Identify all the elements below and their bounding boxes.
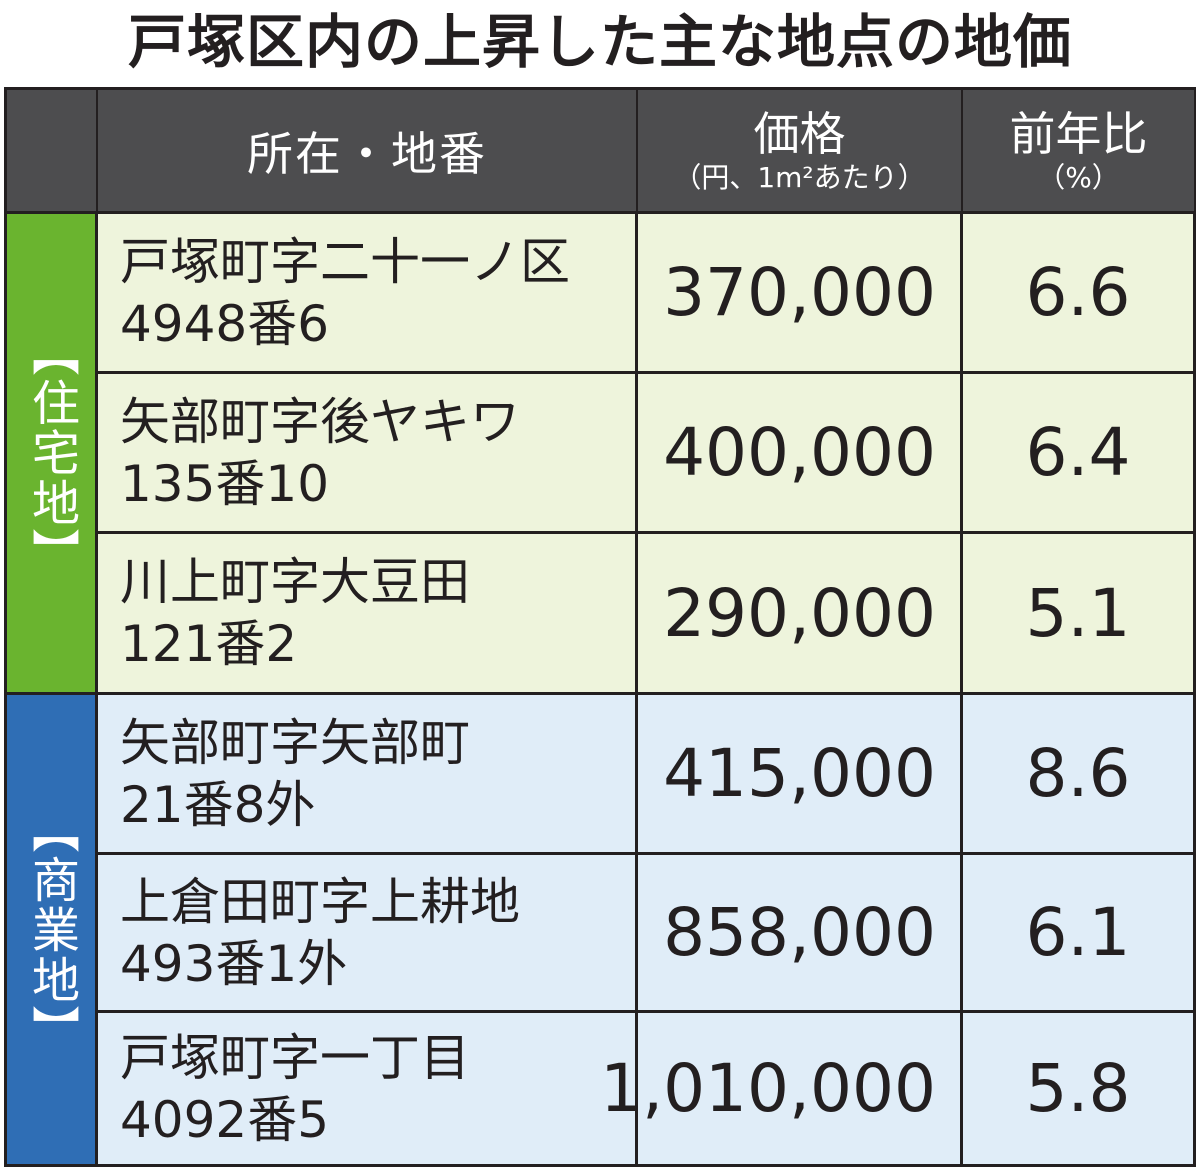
row-3-address: 川上町字大豆田 121番2 bbox=[98, 534, 638, 695]
row-4-address-line2: 21番8外 bbox=[120, 775, 316, 834]
row-1-address-line2: 4948番6 bbox=[120, 294, 330, 353]
row-5-price: 858,000 bbox=[638, 855, 963, 1013]
header-price-unit: （円、1m²あたり） bbox=[673, 160, 926, 194]
header-price: 価格 （円、1m²あたり） bbox=[638, 87, 963, 214]
header-address: 所在・地番 bbox=[98, 87, 638, 214]
header-price-label: 価格 bbox=[753, 106, 846, 161]
row-1-address-line1: 戸塚町字二十一ノ区 bbox=[120, 232, 570, 291]
row-2-address: 矢部町字後ヤキワ 135番10 bbox=[98, 374, 638, 534]
row-3-address-line1: 川上町字大豆田 bbox=[120, 553, 470, 611]
row-5-change: 6.1 bbox=[963, 855, 1196, 1013]
header-change-label: 前年比 bbox=[1009, 106, 1148, 161]
row-4-address-line1: 矢部町字矢部町 bbox=[120, 713, 470, 772]
header-blank-cell bbox=[4, 87, 98, 214]
row-4-change: 8.6 bbox=[963, 695, 1196, 855]
row-2-address-line1: 矢部町字後ヤキワ bbox=[120, 392, 520, 451]
row-2-change: 6.4 bbox=[963, 374, 1196, 534]
header-change-unit: （%） bbox=[1037, 160, 1120, 194]
row-2-price: 400,000 bbox=[638, 374, 963, 534]
category-residential: 【住宅地】 bbox=[4, 214, 98, 695]
row-4-address: 矢部町字矢部町 21番8外 bbox=[98, 695, 638, 855]
row-6-price: 1,010,000 bbox=[600, 1013, 963, 1167]
row-4-price: 415,000 bbox=[638, 695, 963, 855]
row-6-change: 5.8 bbox=[963, 1013, 1196, 1167]
table-title: 戸塚区内の上昇した主な地点の地価 bbox=[127, 8, 1072, 76]
row-1-change: 6.6 bbox=[963, 214, 1196, 374]
row-5-address-line2: 493番1外 bbox=[120, 934, 348, 993]
row-1-address: 戸塚町字二十一ノ区 4948番6 bbox=[98, 214, 638, 374]
row-5-address-line1: 上倉田町字上耕地 bbox=[120, 872, 520, 931]
row-2-address-line2: 135番10 bbox=[120, 454, 330, 513]
row-3-price: 290,000 bbox=[638, 534, 963, 695]
row-1-price: 370,000 bbox=[638, 214, 963, 374]
row-3-address-line2: 121番2 bbox=[120, 615, 298, 673]
row-6-address-line2: 4092番5 bbox=[120, 1090, 330, 1149]
land-price-table: 所在・地番 価格 （円、1m²あたり） 前年比 （%） 【住宅地】 【商業地】 … bbox=[4, 87, 1196, 1167]
header-change: 前年比 （%） bbox=[963, 87, 1196, 214]
row-3-change: 5.1 bbox=[963, 534, 1196, 695]
row-6-address: 戸塚町字一丁目 4092番5 bbox=[98, 1013, 638, 1167]
row-5-address: 上倉田町字上耕地 493番1外 bbox=[98, 855, 638, 1013]
row-6-address-line1: 戸塚町字一丁目 bbox=[120, 1028, 470, 1087]
category-commercial: 【商業地】 bbox=[4, 695, 98, 1167]
